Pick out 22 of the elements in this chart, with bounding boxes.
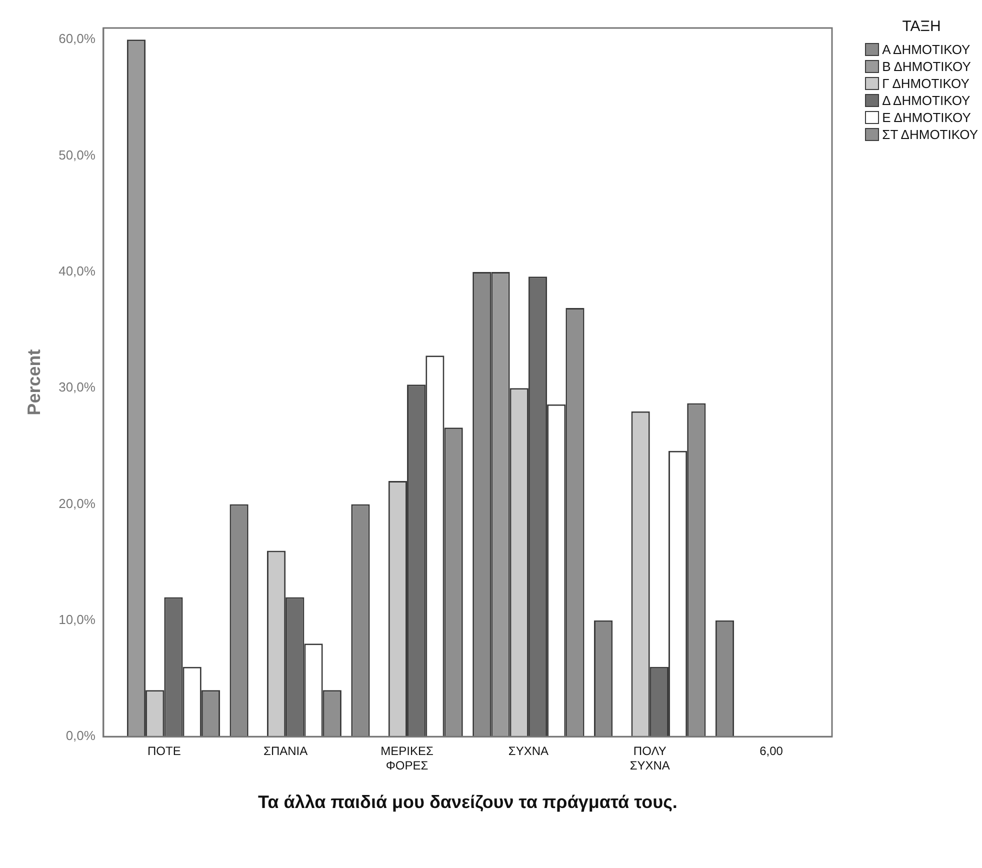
- y-tick-label: 50,0%: [58, 147, 96, 162]
- y-tick-label: 10,0%: [58, 612, 96, 628]
- legend-label: Δ ΔΗΜΟΤΙΚΟΥ: [882, 92, 970, 109]
- x-tick-label: 6,00: [760, 744, 784, 758]
- y-tick-label: 60,0%: [58, 31, 96, 46]
- text: Ε ΔΗΜΟΤΙΚΟΥ: [882, 109, 971, 126]
- legend-label: Β ΔΗΜΟΤΙΚΟΥ: [882, 58, 971, 75]
- y-axis-title: Percent: [24, 349, 44, 416]
- y-tick-label: 40,0%: [58, 264, 96, 279]
- x-tick-label: ΠΟΛΥ ΣΥΧΝΑ: [630, 744, 670, 773]
- x-axis-title: Τα άλλα παιδιά μου δανείζουν τα πράγματά τους.: [258, 792, 678, 812]
- x-tick-label: ΣΥΧΝΑ: [508, 744, 548, 758]
- y-tick-label: 20,0%: [58, 496, 96, 511]
- x-tick-label: ΣΠΑΝΙΑ: [264, 744, 308, 758]
- legend-label: Α ΔΗΜΟΤΙΚΟΥ: [882, 41, 970, 58]
- legend-title: ΤΑΞΗ: [901, 18, 942, 35]
- legend-label: Γ ΔΗΜΟΤΙΚΟΥ: [882, 75, 970, 92]
- legend-label: ΣΤ ΔΗΜΟΤΙΚΟΥ: [882, 126, 978, 143]
- y-tick-label: 0,0%: [66, 728, 96, 744]
- y-tick-label: 30,0%: [58, 380, 96, 395]
- x-tick-label: ΜΕΡΙΚΕΣ ΦΟΡΕΣ: [380, 744, 434, 773]
- x-tick-label: ΠΟΤΕ: [148, 744, 181, 758]
